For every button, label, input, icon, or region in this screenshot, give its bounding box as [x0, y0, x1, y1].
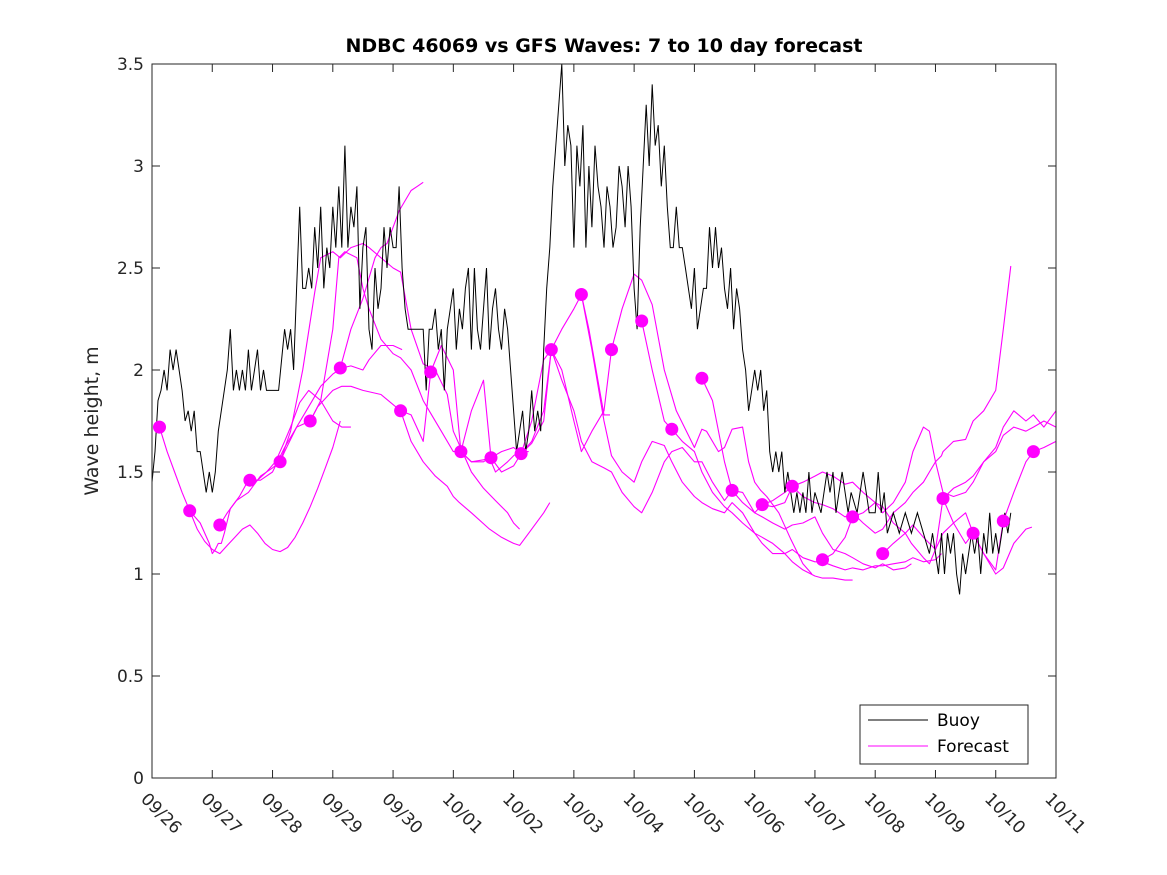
forecast-marker — [394, 404, 408, 418]
forecast-marker — [785, 479, 799, 493]
forecast-line — [339, 181, 424, 369]
plot-frame — [151, 63, 1057, 779]
y-tick-label: 1 — [133, 565, 144, 585]
forecast-series — [158, 181, 1057, 581]
buoy-line — [151, 63, 1012, 595]
forecast-marker — [605, 343, 618, 357]
y-axis: 0 0.5 1 1.5 2 2.5 3 3.5 — [117, 55, 1056, 789]
forecast-line — [580, 294, 942, 571]
forecast-marker — [816, 553, 829, 567]
forecast-marker — [424, 365, 438, 379]
forecast-marker — [574, 288, 588, 301]
legend: Buoy Forecast — [859, 704, 1029, 765]
forecast-marker — [454, 445, 468, 459]
forecast-marker — [725, 483, 739, 497]
forecast-line — [520, 349, 912, 571]
forecast-marker — [213, 518, 227, 532]
forecast-marker — [544, 343, 558, 357]
y-tick-label: 2 — [133, 361, 144, 381]
forecast-line — [882, 440, 1057, 571]
forecast-markers — [153, 288, 1040, 567]
forecast-marker — [966, 526, 980, 540]
forecast-marker — [755, 498, 769, 512]
forecast-marker — [846, 510, 860, 524]
forecast-marker — [514, 447, 528, 461]
y-axis-label: Wave height, m — [81, 346, 103, 495]
forecast-marker — [303, 414, 317, 428]
forecast-line — [309, 251, 529, 473]
forecast-marker — [484, 451, 498, 465]
forecast-marker — [183, 504, 197, 518]
forecast-marker — [876, 547, 890, 561]
y-tick-label: 0.5 — [117, 667, 144, 687]
legend-label-buoy: Buoy — [937, 711, 980, 731]
buoy-series — [151, 63, 1012, 595]
forecast-marker — [333, 361, 347, 375]
forecast-marker — [996, 514, 1010, 528]
legend-label-forecast: Forecast — [937, 737, 1009, 757]
forecast-line — [219, 344, 403, 526]
forecast-line — [641, 320, 853, 581]
y-tick-label: 0 — [133, 769, 144, 789]
forecast-marker — [936, 492, 950, 505]
forecast-line — [942, 498, 1033, 575]
forecast-marker — [1026, 445, 1040, 459]
chart-title: NDBC 46069 vs GFS Waves: 7 to 10 day for… — [345, 35, 862, 57]
forecast-marker — [665, 422, 679, 436]
forecast-marker — [153, 420, 166, 434]
y-tick-label: 1.5 — [117, 463, 144, 483]
forecast-marker — [243, 473, 257, 487]
forecast-line — [400, 293, 610, 473]
forecast-line — [762, 420, 1057, 514]
y-tick-label: 2.5 — [117, 259, 144, 279]
y-tick-label: 3 — [133, 157, 144, 177]
forecast-line — [249, 385, 551, 546]
forecast-marker — [695, 371, 709, 385]
forecast-marker — [273, 455, 287, 469]
y-tick-label: 3.5 — [117, 55, 144, 75]
legend-box — [859, 704, 1029, 765]
forecast-marker — [635, 314, 649, 328]
forecast-line — [279, 242, 520, 530]
